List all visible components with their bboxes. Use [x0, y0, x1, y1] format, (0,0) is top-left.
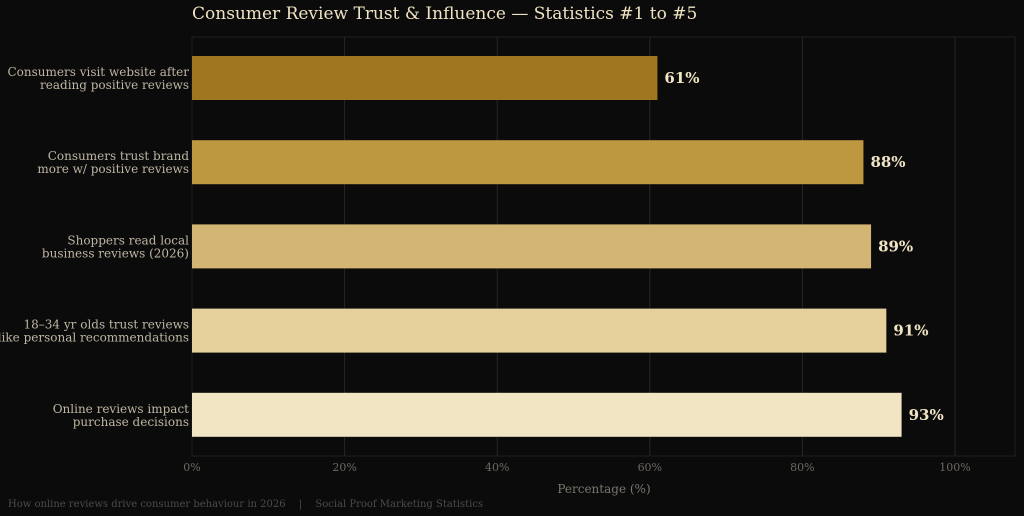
x-tick-label: 60%	[638, 461, 662, 474]
bars	[192, 56, 902, 437]
category-label-line: Consumers trust brand	[48, 149, 190, 163]
x-tick-label: 40%	[485, 461, 509, 474]
footer-separator: |	[299, 499, 302, 510]
category-label: Online reviews impact purchase decisions	[53, 402, 189, 429]
x-tick-labels: 0% 20% 40% 60% 80% 100%	[183, 461, 970, 474]
bar	[192, 140, 864, 185]
category-label: Consumers visit website after reading pos…	[7, 65, 189, 92]
bar	[192, 308, 887, 353]
category-label-line: Online reviews impact	[53, 402, 189, 416]
x-tick-label: 80%	[790, 461, 814, 474]
category-label-line: more w/ positive reviews	[37, 162, 189, 176]
footer-left: How online reviews drive consumer behavi…	[8, 499, 286, 510]
category-label-line: reading positive reviews	[40, 78, 189, 92]
value-label: 93%	[909, 406, 944, 424]
bar	[192, 224, 872, 269]
x-axis-label: Percentage (%)	[557, 482, 650, 496]
category-labels: Consumers visit website after reading pos…	[0, 65, 189, 429]
x-tick-label: 0%	[183, 461, 200, 474]
category-label-line: Consumers visit website after	[7, 65, 189, 79]
bar	[192, 392, 902, 437]
value-label: 89%	[878, 237, 913, 255]
category-label-line: Shoppers read local	[67, 233, 189, 247]
category-label-line: business reviews (2026)	[42, 246, 189, 260]
category-label: Consumers trust brand more w/ positive re…	[37, 149, 189, 176]
value-labels: 61% 88% 89% 91% 93%	[664, 69, 943, 424]
category-label-line: like personal recommendations	[0, 331, 189, 345]
category-label: Shoppers read local business reviews (202…	[42, 233, 189, 260]
chart-title: Consumer Review Trust & Influence — Stat…	[192, 4, 697, 24]
category-label-line: 18–34 yr olds trust reviews	[24, 318, 189, 332]
category-label-line: purchase decisions	[73, 415, 189, 429]
x-tick-label: 20%	[332, 461, 356, 474]
value-label: 88%	[870, 153, 905, 171]
value-label: 91%	[893, 322, 928, 340]
value-label: 61%	[664, 69, 699, 87]
bar	[192, 56, 658, 100]
category-label: 18–34 yr olds trust reviews like personal…	[0, 318, 189, 345]
footer-right: Social Proof Marketing Statistics	[315, 499, 483, 510]
footer-caption: How online reviews drive consumer behavi…	[8, 499, 483, 510]
x-tick-label: 100%	[939, 461, 970, 474]
